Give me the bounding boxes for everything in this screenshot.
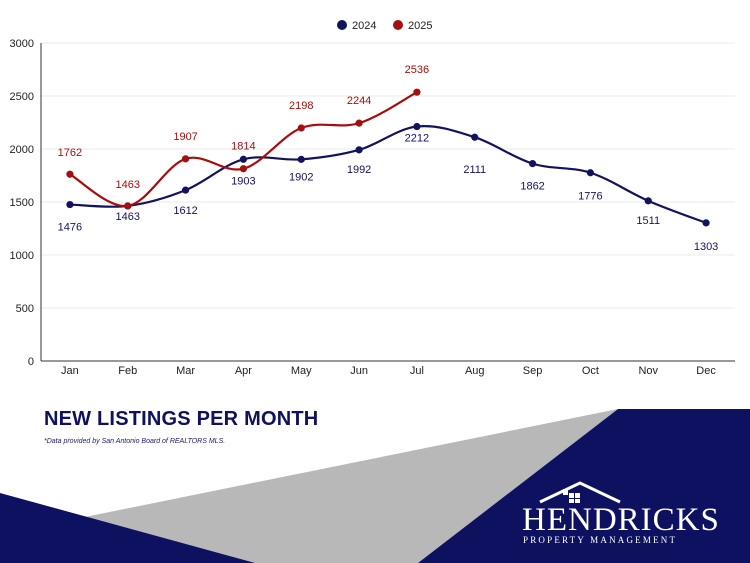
x-tick-label: Feb — [118, 365, 137, 377]
y-tick-label: 500 — [16, 303, 34, 315]
data-point-2024 — [471, 133, 479, 141]
x-tick-label: Jul — [410, 365, 424, 377]
x-tick-label: Nov — [638, 365, 658, 377]
y-axis-ticks: 0 500 1000 1500 2000 2500 3000 — [10, 38, 34, 368]
brand-logo: HENDRICKS PROPERTY MANAGEMENT — [518, 480, 738, 550]
x-tick-label: Mar — [176, 365, 195, 377]
data-label-2024: 1902 — [289, 171, 313, 183]
line-chart: 0 500 1000 1500 2000 2500 3000 Jan Feb Mar Apr May… — [10, 20, 735, 377]
data-point-2024 — [702, 219, 710, 227]
data-point-2025 — [355, 119, 363, 127]
data-point-2025 — [181, 155, 190, 163]
brand-name: HENDRICKS — [522, 502, 720, 538]
x-axis-ticks: Jan Feb Mar Apr May Jun Jul Aug Sep Oct Nov Dec — [61, 365, 716, 377]
data-point-2024 — [239, 155, 248, 163]
data-point-2025 — [66, 170, 74, 178]
x-tick-label: May — [291, 365, 312, 377]
legend-label-2024: 2024 — [352, 20, 376, 32]
x-tick-label: Jun — [350, 365, 368, 377]
data-point-2025 — [297, 124, 305, 132]
legend-label-2025: 2025 — [408, 20, 432, 32]
data-label-2025: 2244 — [347, 95, 371, 107]
gray-band-shape — [80, 409, 618, 563]
data-point-2025 — [239, 165, 248, 173]
x-tick-label: Dec — [696, 365, 716, 377]
data-point-2024 — [586, 169, 595, 177]
data-point-2024 — [528, 160, 537, 168]
x-tick-label: Oct — [582, 365, 599, 377]
data-source-footnote: *Data provided by San Antonio Board of R… — [44, 438, 226, 445]
series-lines — [69, 91, 707, 224]
y-tick-label: 1500 — [10, 197, 34, 209]
data-point-2024 — [355, 146, 363, 154]
data-label-2024: 2111 — [463, 164, 486, 176]
data-label-2024: 1992 — [347, 164, 371, 176]
data-labels: 1476 1463 1612 1903 1902 1992 2212 2111 1862 1776… — [58, 64, 719, 253]
data-point-2024 — [66, 200, 74, 209]
data-label-2025: 2536 — [405, 64, 429, 76]
y-tick-label: 1000 — [10, 250, 34, 262]
x-tick-label: Apr — [235, 365, 252, 377]
data-point-2024 — [297, 155, 305, 163]
house-roof-icon — [539, 481, 621, 504]
data-points — [66, 88, 710, 227]
data-label-2025: 1463 — [116, 179, 140, 191]
data-point-2024 — [413, 122, 421, 131]
data-point-2024 — [181, 186, 190, 194]
data-label-2025: 1814 — [231, 141, 255, 153]
data-label-2024: 1511 — [636, 215, 660, 227]
x-tick-label: Jan — [61, 365, 79, 377]
navy-left-shape — [0, 493, 255, 563]
y-tick-label: 0 — [28, 356, 34, 368]
brand-tagline: PROPERTY MANAGEMENT — [523, 535, 678, 545]
data-label-2024: 1463 — [116, 211, 140, 223]
y-tick-label: 3000 — [10, 38, 34, 50]
legend-item-2024: 2024 — [337, 20, 376, 32]
data-point-2025 — [413, 88, 421, 96]
y-tick-label: 2500 — [10, 91, 34, 103]
data-label-2024: 1303 — [694, 241, 718, 253]
y-tick-label: 2000 — [10, 144, 34, 156]
x-tick-label: Aug — [465, 365, 485, 377]
data-label-2025: 1762 — [58, 147, 82, 159]
legend: 2024 2025 — [337, 20, 432, 32]
data-label-2024: 1776 — [578, 191, 602, 203]
legend-item-2025: 2025 — [393, 20, 432, 32]
data-label-2024: 2212 — [405, 133, 429, 145]
legend-marker-2024 — [337, 20, 347, 30]
legend-marker-2025 — [393, 20, 403, 30]
gridlines — [41, 42, 735, 309]
data-label-2024: 1862 — [520, 181, 544, 193]
data-label-2025: 2198 — [289, 100, 313, 112]
data-label-2024: 1612 — [173, 205, 197, 217]
data-point-2024 — [644, 197, 652, 205]
data-label-2024: 1903 — [231, 175, 255, 187]
chart-title: NEW LISTINGS PER MONTH — [44, 408, 319, 430]
data-label-2025: 1907 — [173, 131, 197, 143]
data-label-2024: 1476 — [58, 222, 82, 234]
axes — [40, 43, 735, 362]
x-tick-label: Sep — [523, 365, 543, 377]
data-point-2025 — [124, 202, 132, 210]
